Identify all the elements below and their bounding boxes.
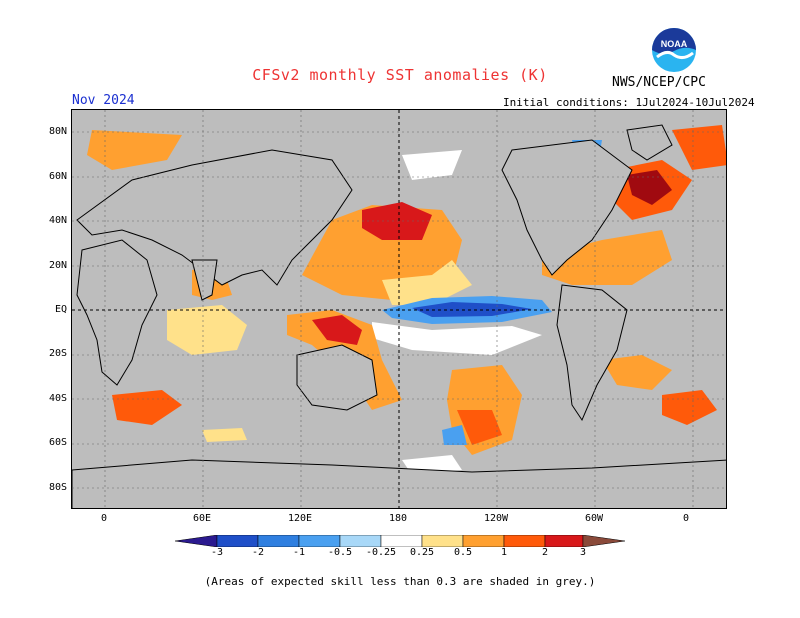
skill-footnote: (Areas of expected skill less than 0.3 a… [204, 575, 596, 588]
lat-label: 60S [48, 437, 67, 448]
lat-label: 80N [48, 126, 67, 137]
colorbar-swatch [380, 535, 423, 547]
colorbar-swatch [421, 535, 464, 547]
colorbar-swatch [298, 535, 341, 547]
lat-label: 40S [48, 393, 67, 404]
colorbar [175, 535, 625, 547]
colorbar-swatch [582, 535, 625, 547]
colorbar-label: 0.25 [409, 547, 435, 558]
lon-label: 60W [584, 513, 604, 524]
colorbar-swatch [257, 535, 300, 547]
lat-label: 60N [48, 171, 67, 182]
colorbar-swatch [503, 535, 546, 547]
map-canvas [72, 110, 726, 508]
colorbar-swatch [216, 535, 259, 547]
colorbar-label: -2 [251, 547, 265, 558]
lon-label: 180 [388, 513, 408, 524]
noaa-logo-icon: NOAA [652, 28, 696, 72]
colorbar-label: -3 [210, 547, 224, 558]
svg-text:NOAA: NOAA [661, 39, 688, 49]
forecast-month: Nov 2024 [72, 93, 135, 108]
sst-anomaly-map [71, 109, 727, 509]
colorbar-swatch [339, 535, 382, 547]
lon-label: 0 [682, 513, 690, 524]
lat-label: 20S [48, 348, 67, 359]
colorbar-label: 3 [579, 547, 587, 558]
colorbar-label: -0.25 [365, 547, 397, 558]
colorbar-swatch [175, 535, 218, 547]
lon-label: 120W [483, 513, 509, 524]
lat-label: EQ [54, 304, 67, 315]
colorbar-label: -0.5 [327, 547, 353, 558]
colorbar-swatch [462, 535, 505, 547]
lon-label: 60E [192, 513, 212, 524]
colorbar-swatch [544, 535, 584, 547]
colorbar-label: 2 [541, 547, 549, 558]
map-title: CFSv2 monthly SST anomalies (K) [252, 66, 548, 84]
lat-label: 20N [48, 260, 67, 271]
colorbar-label: 0.5 [453, 547, 473, 558]
lat-label: 80S [48, 482, 67, 493]
initial-conditions: Initial conditions: 1Jul2024-10Jul2024 [503, 96, 755, 109]
colorbar-label: -1 [292, 547, 306, 558]
lat-label: 40N [48, 215, 67, 226]
lon-label: 120E [287, 513, 313, 524]
agency-label: NWS/NCEP/CPC [612, 75, 706, 90]
reference-lines [72, 110, 726, 508]
lon-label: 0 [100, 513, 108, 524]
colorbar-label: 1 [500, 547, 508, 558]
